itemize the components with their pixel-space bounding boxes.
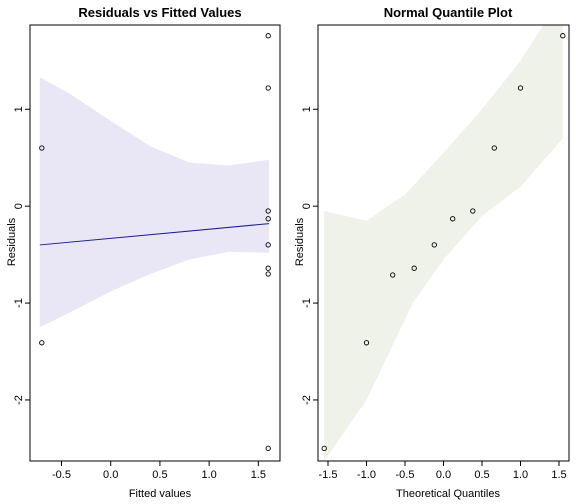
- x-tick-label: 1.0: [513, 469, 528, 481]
- data-point: [265, 85, 271, 91]
- data-point: [491, 145, 497, 151]
- confidence-band: [324, 25, 563, 461]
- plot-area: [39, 33, 271, 452]
- data-point: [265, 208, 271, 214]
- y-tick-label: 1: [301, 106, 313, 112]
- data-point: [265, 445, 271, 452]
- y-tick-label: -2: [301, 395, 313, 405]
- panel-title: Residuals vs Fitted Values: [78, 5, 241, 20]
- data-point: [321, 445, 327, 452]
- y-axis-label: Residuals: [294, 217, 306, 266]
- data-point: [363, 340, 370, 346]
- data-point: [39, 145, 45, 151]
- y-tick-label: 0: [13, 203, 25, 209]
- fit-line: [39, 223, 270, 246]
- data-point: [265, 242, 271, 248]
- y-axis-label: Residuals: [6, 217, 18, 266]
- x-axis-label: Theoretical Quantiles: [396, 488, 500, 500]
- data-point: [390, 272, 396, 278]
- y-tick-label: -1: [301, 298, 313, 308]
- x-tick-label: -0.5: [52, 469, 71, 481]
- data-point: [265, 216, 271, 222]
- x-tick-label: 1.5: [251, 469, 266, 481]
- data-point: [411, 265, 417, 271]
- data-point: [450, 216, 456, 222]
- data-point: [431, 242, 437, 248]
- x-tick-label: -1.0: [357, 469, 376, 481]
- y-tick-label: -2: [13, 395, 25, 405]
- x-tick-label: 1.0: [201, 469, 216, 481]
- x-tick-label: 0.5: [474, 469, 489, 481]
- confidence-band: [39, 77, 270, 328]
- y-tick-label: 0: [301, 203, 313, 209]
- x-tick-label: -0.5: [396, 469, 415, 481]
- data-point: [470, 208, 476, 214]
- x-tick-label: 0.0: [436, 469, 451, 481]
- data-point: [39, 340, 45, 346]
- x-tick-label: -1.5: [319, 469, 338, 481]
- plot-area: [321, 25, 566, 461]
- panel-normal-quantile: Normal Quantile Plot Theoretical Quantil…: [294, 5, 570, 500]
- data-point: [265, 265, 271, 271]
- panel-title: Normal Quantile Plot: [384, 5, 513, 20]
- x-tick-label: 1.5: [551, 469, 566, 481]
- y-tick-label: 1: [13, 106, 25, 112]
- plot-frame: [29, 24, 281, 462]
- x-tick-label: 0.5: [152, 469, 167, 481]
- x-tick-label: 0.0: [103, 469, 118, 481]
- data-point: [517, 85, 524, 91]
- data-point: [265, 33, 271, 39]
- data-point: [560, 33, 566, 39]
- x-axis-label: Fitted values: [129, 488, 192, 500]
- panel-residuals-vs-fitted: Residuals vs Fitted Values Fitted values…: [6, 5, 281, 500]
- y-tick-label: -1: [13, 298, 25, 308]
- data-point: [265, 271, 271, 277]
